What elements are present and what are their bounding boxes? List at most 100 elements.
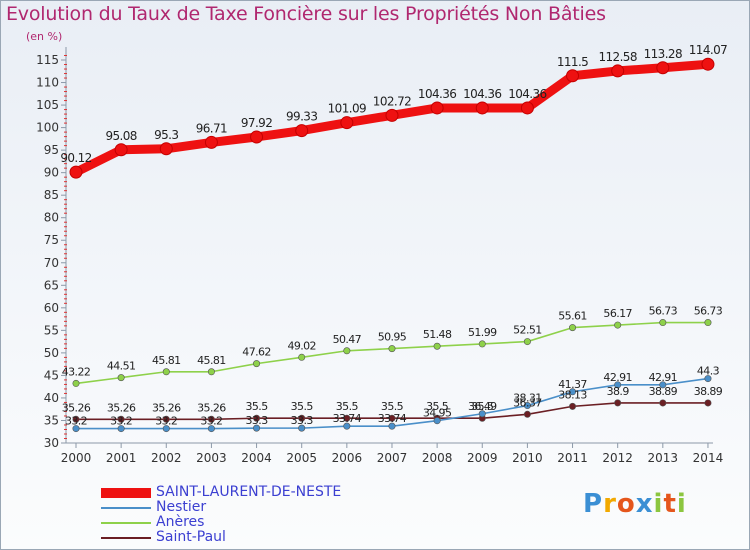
data-point — [704, 319, 712, 327]
data-point — [69, 165, 83, 179]
data-label: 101.09 — [328, 102, 366, 116]
data-label: 99.33 — [286, 110, 317, 124]
data-label: 35.5 — [291, 400, 314, 413]
data-point — [659, 319, 667, 327]
data-label: 56.73 — [649, 305, 678, 318]
data-point — [569, 402, 577, 410]
data-label: 97.92 — [241, 116, 272, 130]
data-point — [523, 338, 531, 346]
data-label: 113.28 — [644, 47, 682, 61]
logo-letter: P — [583, 489, 604, 519]
data-point — [117, 374, 125, 382]
y-tick-label: 65 — [44, 278, 59, 292]
x-tick-label: 2003 — [196, 451, 227, 465]
data-label: 56.17 — [603, 307, 632, 320]
data-point — [204, 135, 218, 149]
y-tick-label: 60 — [44, 301, 59, 315]
data-label: 90.12 — [60, 151, 91, 165]
data-point — [253, 424, 261, 432]
data-label: 43.22 — [62, 365, 91, 378]
data-point — [614, 399, 622, 407]
y-tick-label: 90 — [44, 166, 59, 180]
data-label: 42.91 — [603, 371, 632, 384]
data-point — [611, 64, 625, 78]
data-point — [475, 101, 489, 115]
data-label: 44.3 — [697, 365, 720, 378]
y-tick-label: 40 — [44, 391, 59, 405]
data-point — [614, 381, 622, 389]
data-point — [340, 116, 354, 130]
data-point — [566, 69, 580, 83]
data-point — [433, 342, 441, 350]
data-label: 42.91 — [649, 371, 678, 384]
data-label: 33.2 — [155, 415, 177, 428]
x-tick-label: 2011 — [557, 451, 588, 465]
y-unit-label: (en %) — [26, 30, 63, 43]
data-point — [114, 143, 128, 157]
data-point — [162, 368, 170, 376]
data-label: 35.5 — [471, 400, 494, 413]
logo-letter: x — [635, 489, 654, 519]
data-label: 33.3 — [291, 414, 314, 427]
data-label: 38.89 — [694, 385, 723, 398]
y-tick-label: 50 — [44, 346, 59, 360]
data-point — [298, 424, 306, 432]
data-point — [523, 402, 531, 410]
data-point — [162, 425, 170, 433]
data-label: 104.36 — [463, 87, 501, 101]
data-point — [569, 324, 577, 332]
data-point — [343, 414, 351, 422]
data-point — [704, 375, 712, 383]
logo-letter: r — [603, 489, 617, 519]
legend-label: Saint-Paul — [156, 529, 226, 545]
data-point — [478, 410, 486, 418]
data-point — [207, 425, 215, 433]
data-label: 47.62 — [242, 346, 271, 359]
data-point — [72, 415, 80, 423]
data-label: 35.5 — [246, 400, 269, 413]
data-point — [159, 142, 173, 156]
data-label: 35.26 — [107, 401, 136, 414]
data-label: 33.2 — [200, 415, 222, 428]
data-label: 44.51 — [107, 360, 136, 373]
y-tick-label: 35 — [44, 413, 59, 427]
data-label: 56.73 — [694, 305, 723, 318]
data-point — [298, 414, 306, 422]
data-point — [523, 410, 531, 418]
y-tick-label: 105 — [36, 98, 59, 112]
data-label: 104.36 — [508, 87, 546, 101]
data-label: 51.99 — [468, 326, 497, 339]
data-label: 35.26 — [197, 401, 226, 414]
data-point — [250, 130, 264, 144]
data-label: 35.5 — [381, 400, 404, 413]
data-point — [385, 108, 399, 122]
data-label: 104.36 — [418, 87, 456, 101]
data-label: 114.07 — [689, 43, 727, 57]
proxiti-logo: Proxiti — [583, 489, 687, 519]
legend-swatch — [101, 537, 151, 539]
data-label: 50.47 — [333, 333, 362, 346]
data-label: 95.08 — [105, 129, 136, 143]
x-tick-label: 2005 — [286, 451, 317, 465]
legend-label: Anères — [156, 514, 205, 530]
data-point — [162, 415, 170, 423]
data-label: 35.26 — [62, 401, 91, 414]
y-tick-label: 75 — [44, 233, 59, 247]
data-label: 38.31 — [513, 392, 542, 405]
data-point — [295, 124, 309, 138]
x-tick-label: 2006 — [332, 451, 363, 465]
data-label: 96.71 — [196, 121, 227, 135]
data-point — [701, 57, 715, 71]
data-label: 111.5 — [557, 55, 588, 69]
data-point — [520, 101, 534, 115]
y-tick-label: 115 — [36, 53, 59, 67]
logo-letter: o — [616, 489, 636, 519]
data-point — [343, 422, 351, 430]
data-label: 35.5 — [336, 400, 359, 413]
x-tick-label: 2010 — [512, 451, 543, 465]
data-label: 34.95 — [423, 407, 452, 420]
data-label: 33.2 — [110, 415, 132, 428]
data-label: 112.58 — [598, 50, 636, 64]
x-tick-label: 2008 — [422, 451, 453, 465]
data-label: 38.89 — [649, 385, 678, 398]
